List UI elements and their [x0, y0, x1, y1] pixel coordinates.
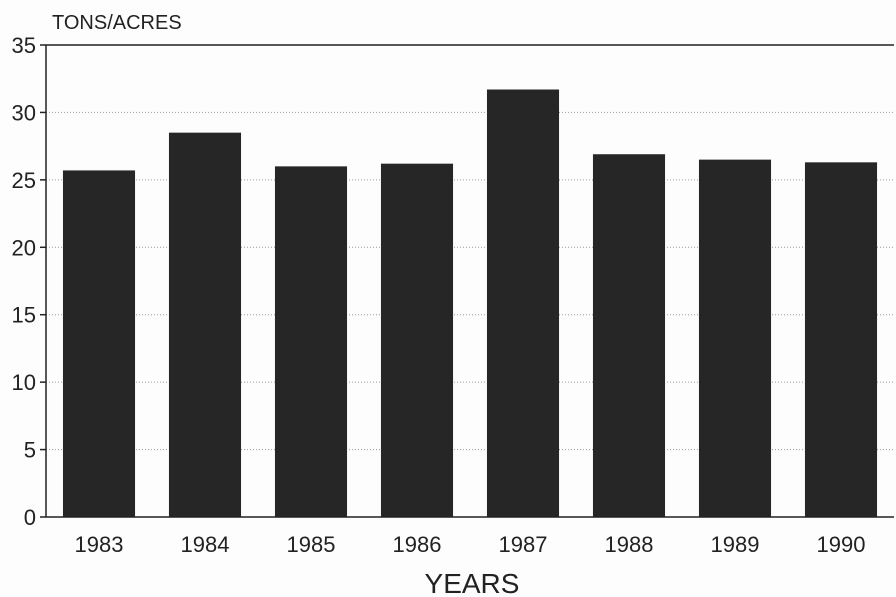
bar-1983 — [62, 170, 136, 517]
x-tick-label: 1988 — [605, 532, 654, 557]
bar-1990 — [804, 162, 878, 517]
bar-1985 — [274, 166, 348, 517]
axes — [45, 44, 894, 518]
y-tick-label: 35 — [12, 33, 36, 58]
bars — [62, 89, 878, 517]
y-tick-label: 30 — [12, 100, 36, 125]
x-tick-label: 1983 — [75, 532, 124, 557]
y-tick-label: 5 — [24, 438, 36, 463]
y-tick-label: 20 — [12, 235, 36, 260]
y-axis-label: TONS/ACRES — [52, 12, 182, 34]
x-tick-label: 1984 — [181, 532, 230, 557]
x-ticks: 1983 1984 1985 1986 1987 1988 1989 1990 — [75, 532, 866, 557]
bar-1986 — [380, 163, 454, 517]
bar-1987 — [486, 89, 560, 517]
x-tick-label: 1990 — [817, 532, 866, 557]
x-tick-label: 1987 — [499, 532, 548, 557]
bar-1988 — [592, 154, 666, 517]
x-axis-label: YEARS — [425, 568, 520, 597]
x-tick-label: 1986 — [393, 532, 442, 557]
y-tick-label: 0 — [24, 505, 36, 530]
y-tick-label: 25 — [12, 168, 36, 193]
bar-1984 — [168, 132, 242, 517]
x-tick-label: 1989 — [711, 532, 760, 557]
x-tick-label: 1985 — [287, 532, 336, 557]
y-tick-label: 15 — [12, 303, 36, 328]
y-ticks: 0 5 10 15 20 25 30 35 — [12, 33, 46, 530]
y-tick-label: 10 — [12, 370, 36, 395]
bar-1989 — [698, 159, 772, 517]
